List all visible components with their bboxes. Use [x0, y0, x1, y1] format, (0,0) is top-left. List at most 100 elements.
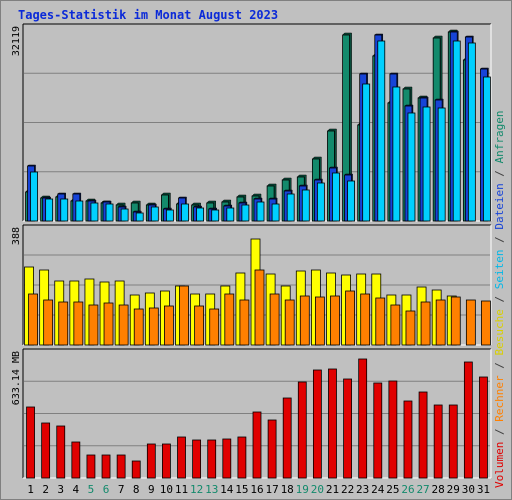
bar-volumen-day-3: [56, 425, 66, 479]
bar-rechner-day-13: [209, 308, 220, 346]
x-tick-label-day-9: 9: [148, 483, 155, 496]
x-tick-label-day-30: 30: [462, 483, 475, 496]
bar-volumen-day-21: [328, 368, 337, 479]
bar-rechner-day-6: [103, 302, 114, 346]
bar-volumen-day-2: [41, 422, 51, 479]
x-tick-label-day-10: 10: [160, 483, 173, 496]
bar-seiten-day-9: [150, 206, 159, 222]
bar-seiten-day-11: [181, 203, 189, 222]
bar-volumen-day-9: [146, 443, 156, 479]
bar-rechner-day-20: [314, 296, 325, 346]
bar-volumen-day-26: [403, 400, 413, 479]
bar-rechner-day-3: [58, 301, 69, 346]
bar-rechner-day-16: [254, 269, 265, 346]
bar-rechner-day-28: [435, 299, 446, 346]
legend-item-seiten: Seiten: [493, 250, 506, 290]
bar-seiten-day-22: [347, 180, 355, 222]
x-tick-label-day-7: 7: [118, 483, 125, 496]
bar-seiten-day-17: [271, 203, 280, 222]
bar-rechner-day-21: [330, 295, 340, 346]
bar-volumen-day-10: [162, 443, 171, 479]
bar-volumen-day-19: [297, 381, 307, 479]
x-tick-label-day-22: 22: [341, 483, 354, 496]
bar-seiten-day-20: [316, 182, 325, 222]
bar-rechner-day-12: [194, 305, 205, 346]
bar-volumen-day-1: [26, 406, 35, 479]
bar-volumen-day-7: [116, 454, 126, 479]
bar-seiten-day-30: [467, 42, 476, 222]
bar-seiten-day-15: [241, 204, 250, 222]
legend-separator: /: [493, 163, 506, 183]
bar-volumen-day-28: [433, 404, 443, 479]
bar-seiten-day-27: [422, 106, 431, 222]
bar-seiten-day-10: [166, 209, 174, 222]
bar-seiten-day-23: [362, 83, 371, 222]
y-max-label: 388: [11, 227, 22, 245]
bar-rechner-day-9: [148, 307, 159, 346]
legend-item-volumen: Volumen: [493, 442, 506, 488]
x-tick-label-day-20: 20: [311, 483, 324, 496]
bar-volumen-day-22: [343, 378, 352, 479]
legend-separator: /: [493, 289, 506, 309]
x-tick-label-day-11: 11: [175, 483, 188, 496]
bar-rechner-day-2: [43, 299, 54, 346]
x-tick-label-day-16: 16: [250, 483, 263, 496]
x-tick-label-day-3: 3: [57, 483, 64, 496]
x-tick-label-day-2: 2: [42, 483, 49, 496]
bar-seiten-day-16: [256, 201, 265, 222]
x-tick-label-day-19: 19: [296, 483, 309, 496]
x-tick-label-day-12: 12: [190, 483, 203, 496]
bar-volumen-day-14: [222, 438, 232, 479]
legend-separator: /: [493, 230, 506, 250]
legend-separator: /: [493, 356, 506, 376]
bar-volumen-day-25: [388, 380, 398, 479]
bar-seiten-day-12: [196, 207, 205, 222]
series-legend: Volumen / Rechner / Besuche / Seiten / D…: [493, 110, 506, 488]
bar-volumen-day-20: [312, 369, 322, 479]
bar-rechner-day-27: [420, 301, 431, 346]
x-tick-label-day-29: 29: [447, 483, 460, 496]
bar-rechner-day-7: [118, 304, 129, 346]
bar-volumen-day-12: [192, 439, 202, 479]
bar-seiten-day-19: [301, 189, 310, 222]
bar-seiten-day-13: [211, 209, 220, 222]
bar-rechner-day-10: [164, 305, 174, 346]
bar-seiten-day-28: [437, 107, 446, 222]
bar-seiten-day-7: [120, 208, 129, 222]
bar-volumen-day-5: [86, 454, 96, 479]
bar-volumen-day-6: [101, 454, 111, 479]
bar-volumen-day-4: [71, 441, 81, 479]
panel-1: 32119: [11, 23, 492, 222]
x-tick-label-day-5: 5: [88, 483, 95, 496]
bar-seiten-day-2: [45, 198, 54, 222]
bar-volumen-day-31: [479, 376, 488, 479]
x-tick-label-day-13: 13: [205, 483, 218, 496]
x-tick-label-day-8: 8: [133, 483, 140, 496]
bar-volumen-day-13: [207, 439, 217, 479]
x-tick-label-day-17: 17: [265, 483, 278, 496]
legend-item-anfragen: Anfragen: [493, 110, 506, 163]
bar-volumen-day-11: [177, 436, 186, 479]
bar-volumen-day-29: [448, 404, 458, 479]
bar-seiten-day-25: [392, 86, 401, 222]
x-tick-label-day-4: 4: [73, 483, 80, 496]
legend-separator: /: [493, 422, 506, 442]
bar-seiten-day-4: [75, 200, 84, 222]
bar-seiten-day-8: [135, 212, 144, 222]
legend-item-besuche: Besuche: [493, 309, 506, 355]
bar-seiten-day-31: [483, 76, 491, 222]
x-tick-label-day-21: 21: [326, 483, 339, 496]
bar-rechner-day-4: [73, 301, 84, 346]
bar-rechner-day-31: [481, 300, 491, 346]
bar-rechner-day-24: [375, 297, 386, 346]
bar-volumen-day-17: [267, 419, 277, 479]
bar-rechner-day-14: [224, 293, 235, 346]
bar-volumen-day-8: [131, 460, 141, 479]
bar-rechner-day-19: [299, 295, 310, 346]
bar-volumen-day-18: [282, 397, 292, 479]
bar-seiten-day-18: [286, 193, 295, 222]
x-tick-label-day-14: 14: [220, 483, 234, 496]
bar-seiten-day-5: [90, 202, 99, 222]
bar-volumen-day-27: [418, 391, 428, 479]
